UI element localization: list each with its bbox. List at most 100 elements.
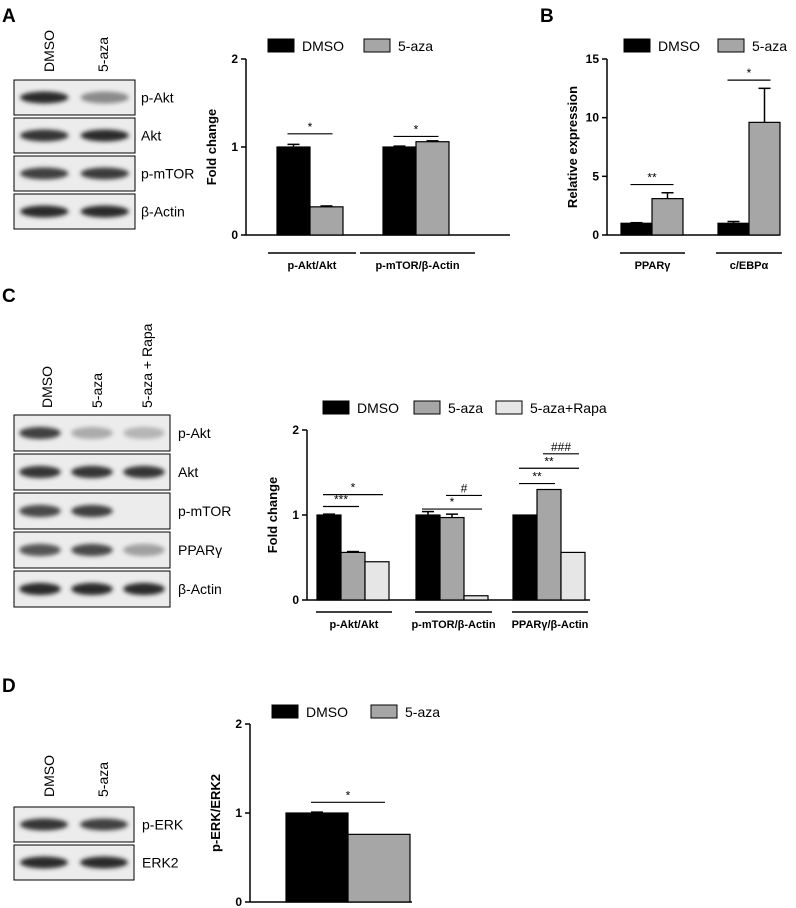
blot-band <box>80 205 129 218</box>
legend-swatch <box>413 400 441 415</box>
y-tick-label: 1 <box>292 508 299 522</box>
bar <box>309 206 344 236</box>
bar <box>415 141 450 236</box>
y-tick-label: 2 <box>231 52 238 66</box>
blot-band <box>71 504 113 518</box>
y-tick-label: 1 <box>235 806 242 820</box>
bar <box>415 514 441 601</box>
band-label: p-mTOR <box>178 503 231 519</box>
legend-swatch <box>271 704 299 719</box>
bar <box>748 121 781 236</box>
y-tick-label: 0 <box>235 895 242 908</box>
legend-swatch <box>267 38 295 53</box>
lane-label: DMSO <box>41 755 57 797</box>
lane-label: 5-aza + Rapa <box>139 323 155 408</box>
blot-band <box>71 426 113 440</box>
legend-label: 5-aza <box>752 38 787 54</box>
category-label: PPARγ/β-Actin <box>512 619 589 631</box>
band-label: Akt <box>178 464 198 480</box>
bar <box>382 146 417 236</box>
lane-label: 5-aza <box>95 37 111 72</box>
bar <box>276 146 311 236</box>
y-tick-label: 0 <box>592 228 599 242</box>
legend-swatch <box>623 38 651 53</box>
legend-swatch <box>322 400 350 415</box>
lane-label: DMSO <box>41 30 57 72</box>
legend-label: DMSO <box>658 38 700 54</box>
bar <box>717 222 750 236</box>
legend-label: 5-aza <box>398 38 433 54</box>
blot-band <box>71 543 113 557</box>
bar <box>463 595 489 601</box>
category-label: PPARγ <box>635 260 672 272</box>
bar <box>364 561 390 601</box>
band-label: p-mTOR <box>141 166 194 182</box>
category-label: p-Akt/Akt <box>288 260 337 272</box>
y-axis-label: p-ERK/ERK2 <box>208 774 223 852</box>
legend-label: 5-aza <box>405 704 440 720</box>
blot-band <box>19 465 61 479</box>
significance-label: * <box>747 66 752 80</box>
bar <box>439 516 465 601</box>
legend-label: DMSO <box>357 400 399 416</box>
significance-label: *** <box>334 493 348 507</box>
bar <box>512 514 538 601</box>
blot-band <box>80 91 129 104</box>
blot-band <box>20 129 69 142</box>
legend-label: DMSO <box>306 704 348 720</box>
category-label: p-mTOR/β-Actin <box>375 260 459 272</box>
band-label: β-Actin <box>178 581 222 597</box>
blot-band <box>19 543 61 557</box>
significance-label: # <box>461 481 468 495</box>
y-tick-label: 10 <box>586 111 600 125</box>
blot-band <box>20 167 69 180</box>
panel-letter-a: A <box>2 6 16 27</box>
significance-label: * <box>346 788 351 802</box>
bar <box>560 551 586 601</box>
blot-band <box>20 91 69 104</box>
legend-swatch <box>495 400 523 415</box>
blot-band <box>19 582 61 596</box>
blot-band <box>123 543 165 557</box>
bar <box>620 222 653 236</box>
significance-label: ** <box>532 470 542 484</box>
blot-band <box>20 818 68 831</box>
significance-label: * <box>450 495 455 509</box>
bar <box>340 551 366 601</box>
lane-label: 5-aza <box>89 373 105 408</box>
y-tick-label: 2 <box>292 423 299 437</box>
legend-label: 5-aza+Rapa <box>530 400 607 416</box>
significance-label: ** <box>544 454 554 468</box>
y-tick-label: 5 <box>592 169 599 183</box>
lane-label: 5-aza <box>95 762 111 797</box>
significance-label: * <box>351 481 356 495</box>
y-tick-label: 15 <box>586 52 600 66</box>
y-axis-label: Fold change <box>204 109 219 186</box>
legend-swatch <box>717 38 745 53</box>
blot-band <box>19 426 61 440</box>
blot-band <box>80 129 129 142</box>
blot-band <box>123 465 165 479</box>
y-tick-label: 0 <box>292 593 299 607</box>
chart-a: 0 1 2 Fold change DMSO 5-aza * * p-Akt/Akt p-mTOR… <box>204 38 510 272</box>
blot-band <box>71 465 113 479</box>
legend-swatch <box>370 704 398 719</box>
blot-band <box>20 856 68 869</box>
blot-a: DMSO 5-aza p-Akt Akt p-mTOR β-Actin <box>13 30 194 230</box>
band-label: Akt <box>141 128 161 144</box>
blot-band <box>123 582 165 596</box>
band-label: p-ERK <box>142 817 184 833</box>
blot-band <box>80 818 128 831</box>
category-label: c/EBPα <box>730 260 769 272</box>
bar <box>536 488 562 601</box>
band-label: β-Actin <box>141 204 185 220</box>
band-label: PPARγ <box>178 542 222 558</box>
band-label: ERK2 <box>142 855 179 871</box>
band-label: p-Akt <box>178 425 211 441</box>
y-tick-label: 1 <box>231 140 238 154</box>
legend-label: 5-aza <box>448 400 483 416</box>
panel-letter-b: B <box>540 6 554 27</box>
